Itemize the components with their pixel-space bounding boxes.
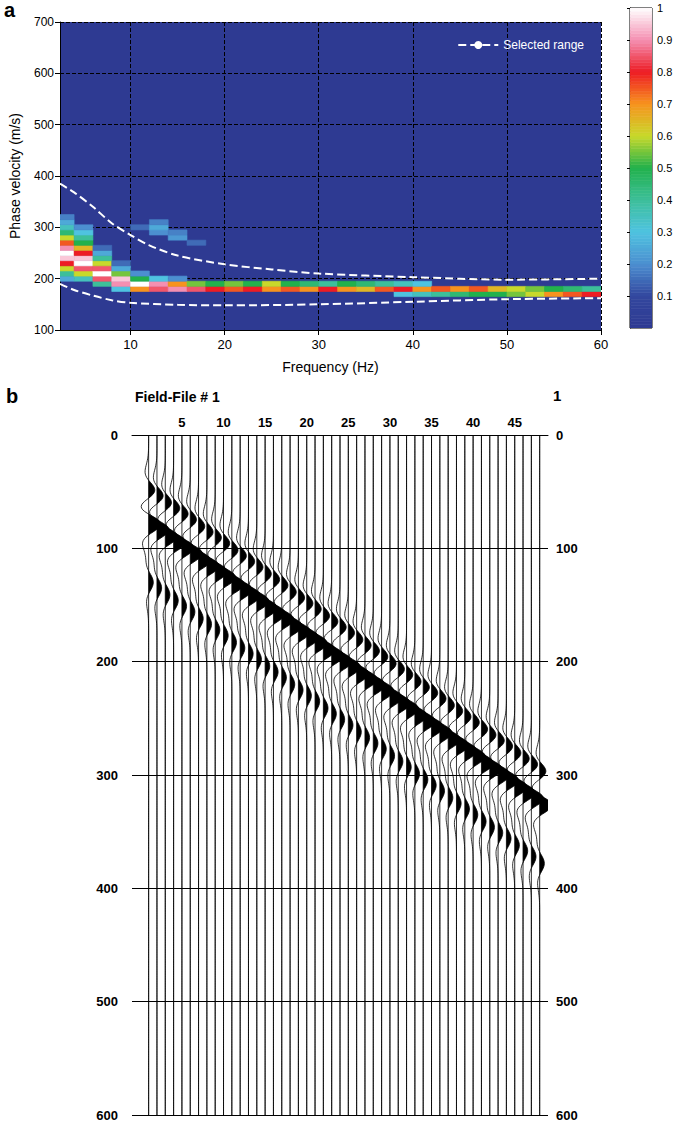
- svg-text:Selected range: Selected range: [503, 38, 584, 52]
- svg-text:300: 300: [556, 768, 578, 783]
- svg-text:0: 0: [556, 428, 563, 443]
- svg-text:1: 1: [657, 2, 663, 14]
- svg-text:100: 100: [96, 541, 118, 556]
- svg-text:200: 200: [96, 654, 118, 669]
- svg-text:0.6: 0.6: [657, 130, 672, 142]
- svg-text:1: 1: [553, 387, 561, 404]
- svg-text:Phase velocity (m/s): Phase velocity (m/s): [7, 113, 23, 239]
- svg-text:30: 30: [383, 415, 397, 430]
- svg-text:35: 35: [424, 415, 438, 430]
- svg-text:600: 600: [34, 66, 54, 80]
- svg-text:a: a: [4, 0, 16, 21]
- svg-text:0.2: 0.2: [657, 258, 672, 270]
- svg-text:25: 25: [341, 415, 355, 430]
- svg-text:10: 10: [123, 337, 137, 352]
- svg-text:30: 30: [312, 337, 326, 352]
- svg-text:600: 600: [556, 1108, 578, 1123]
- svg-text:0.7: 0.7: [657, 98, 672, 110]
- svg-text:300: 300: [34, 220, 54, 234]
- svg-text:Frequency (Hz): Frequency (Hz): [282, 359, 378, 375]
- svg-text:400: 400: [96, 881, 118, 896]
- svg-text:0.4: 0.4: [657, 194, 672, 206]
- svg-text:400: 400: [556, 881, 578, 896]
- svg-text:40: 40: [466, 415, 480, 430]
- svg-text:0.5: 0.5: [657, 162, 672, 174]
- svg-text:100: 100: [34, 323, 54, 337]
- svg-text:45: 45: [507, 415, 521, 430]
- svg-text:0.3: 0.3: [657, 226, 672, 238]
- svg-text:0: 0: [111, 428, 118, 443]
- svg-text:15: 15: [258, 415, 272, 430]
- svg-text:0.9: 0.9: [657, 34, 672, 46]
- svg-text:50: 50: [500, 337, 514, 352]
- svg-text:400: 400: [34, 169, 54, 183]
- svg-text:200: 200: [34, 272, 54, 286]
- svg-text:700: 700: [34, 15, 54, 29]
- svg-text:20: 20: [299, 415, 313, 430]
- svg-text:5: 5: [178, 415, 185, 430]
- svg-text:0.1: 0.1: [657, 290, 672, 302]
- svg-text:0.8: 0.8: [657, 66, 672, 78]
- svg-text:10: 10: [216, 415, 230, 430]
- svg-text:Field-File # 1: Field-File # 1: [135, 389, 220, 405]
- svg-text:500: 500: [556, 994, 578, 1009]
- svg-text:600: 600: [96, 1108, 118, 1123]
- svg-text:40: 40: [406, 337, 420, 352]
- svg-text:500: 500: [96, 994, 118, 1009]
- svg-text:60: 60: [594, 337, 608, 352]
- svg-text:20: 20: [217, 337, 231, 352]
- svg-text:b: b: [6, 385, 18, 407]
- svg-text:300: 300: [96, 768, 118, 783]
- svg-text:500: 500: [34, 118, 54, 132]
- svg-text:200: 200: [556, 654, 578, 669]
- svg-text:100: 100: [556, 541, 578, 556]
